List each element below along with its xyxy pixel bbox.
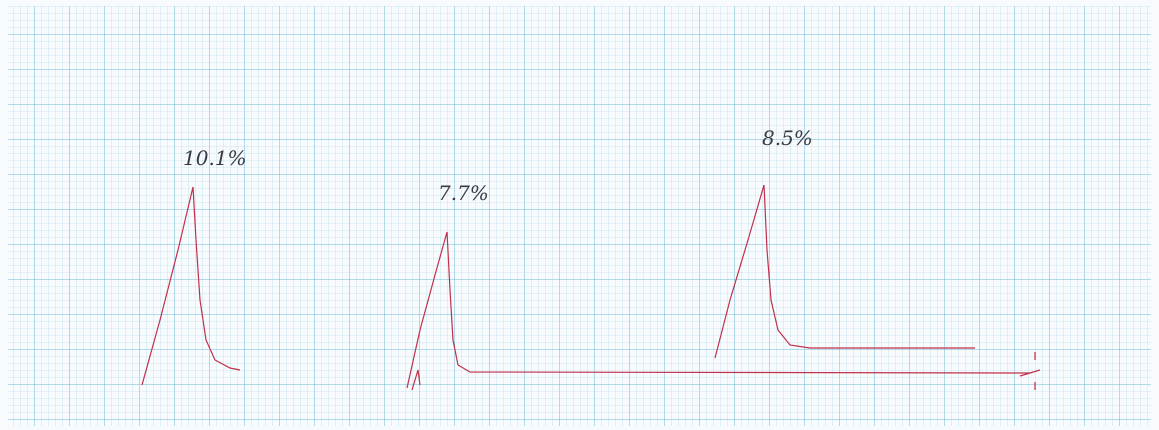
peak-label: 8.5% [762, 126, 813, 150]
peak-label: 7.7% [438, 181, 489, 205]
graph-paper: 10.1% 7.7% 8.5% [0, 0, 1159, 430]
grid [8, 6, 1151, 426]
page: {"peaks": [{"label": "10.1%"}, {"label":… [0, 0, 1159, 430]
peak-label: 10.1% [183, 146, 247, 170]
